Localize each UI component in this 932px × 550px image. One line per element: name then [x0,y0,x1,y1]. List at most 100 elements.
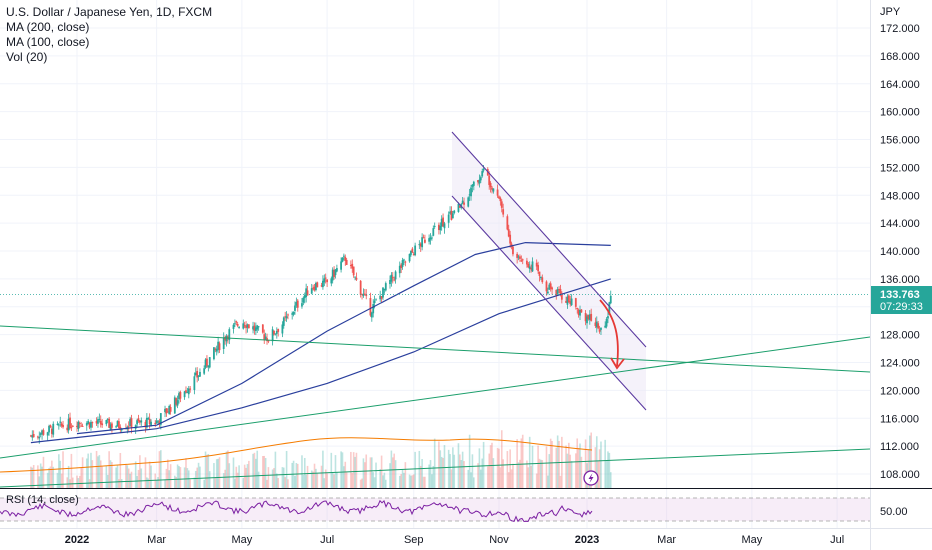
legend-ma200[interactable]: MA (200, close) [6,20,90,34]
candle-body [67,418,70,431]
candle-body [292,312,295,315]
volume-bar [350,451,352,488]
volume-bar [157,477,159,488]
candle-body [91,422,94,424]
candle-body [62,424,64,428]
candle-body [218,343,221,351]
legend-title[interactable]: U.S. Dollar / Japanese Yen, 1D, FXCM [6,5,213,19]
candle-body [199,371,201,377]
volume-bar [316,473,319,488]
volume-bar [56,472,59,488]
candle-body [579,309,581,316]
volume-bar [565,445,567,488]
price-tick-label: 128.000 [880,330,920,342]
price-tick-label: 164.000 [880,79,920,91]
candle-body [521,259,524,261]
volume-bar [227,450,229,488]
candle-body [80,425,83,427]
candle-body [70,427,73,429]
volume-bar [296,463,299,488]
candle-body [549,283,552,289]
candle-body [148,418,151,425]
volume-bar [433,438,436,488]
volume-bar [139,455,141,488]
volume-bar [608,452,611,488]
candle-body [331,269,334,281]
price-tick-label: 160.000 [880,107,920,119]
candle-body [491,187,493,190]
volume-bar [559,475,562,488]
volume-bar [579,443,581,488]
candle-body [168,405,171,415]
candle-body [238,326,240,328]
volume-bar [116,465,119,488]
candle-body [271,329,274,342]
candle-body [235,321,238,323]
volume-bar [473,477,475,488]
volume-bar [263,455,266,488]
volume-bar [438,441,440,488]
volume-bar [354,456,356,488]
candle-body [145,417,148,428]
volume-bar [609,472,612,488]
volume-bar [236,472,239,488]
candle-body [183,391,186,398]
candle-body [76,425,78,428]
volume-bar [111,462,113,488]
time-tick-label: May [231,534,252,546]
volume-bar [481,458,484,488]
volume-bar [232,457,235,488]
candle-body [242,323,245,329]
volume-bar [566,453,569,488]
candle-body [303,295,306,299]
candle-body [59,421,62,423]
candle-body [159,413,162,425]
legend-ma100[interactable]: MA (100, close) [6,35,90,49]
volume-bar [512,463,514,488]
arrow-curve [599,299,619,367]
lightning-icon[interactable] [583,470,599,486]
volume-bar [178,466,180,488]
candle-body [506,216,509,230]
volume-bar [551,440,553,488]
candle-body [500,201,503,208]
candle-body [559,288,562,295]
candle-body [301,303,303,307]
volume-bar [291,462,293,488]
candle-body [447,214,450,223]
time-tick-label: 2022 [65,534,89,546]
volume-bar [404,462,407,488]
candle-body [120,429,123,431]
rsi-label[interactable]: RSI (14, close) [6,494,79,506]
volume-bar [277,477,280,488]
volume-bar [587,449,590,488]
volume-bar [256,450,259,488]
price-axis[interactable]: JPY 172.000 168.000 164.000 160.000 156.000 1… [880,6,920,481]
volume-bar [67,465,70,488]
time-tick-label: Sep [404,534,424,546]
volume-bar [315,468,317,488]
volume-bar [429,460,432,488]
candle-body [546,291,549,294]
candle-body [609,295,612,304]
candle-body [526,260,528,265]
candle-body [263,334,266,340]
candle-body [253,325,256,331]
legend-vol[interactable]: Vol (20) [6,50,48,64]
volume-bar [99,460,102,488]
volume-bar [482,441,485,488]
candle-body [228,329,231,341]
volume-bar [81,457,84,488]
volume-bar [108,451,110,488]
candle-body [351,263,354,269]
candle-body [111,423,113,428]
volume-bar [548,454,551,488]
volume-bar [51,460,53,488]
time-tick-label: Jul [320,534,334,546]
volume-bar [584,439,587,488]
time-axis[interactable]: 2022 Mar May Jul Sep Nov 2023 Mar May Jul [65,534,844,546]
price-tick-label: 116.000 [880,413,919,425]
volume-bar [333,474,335,488]
candle-body [595,321,598,328]
